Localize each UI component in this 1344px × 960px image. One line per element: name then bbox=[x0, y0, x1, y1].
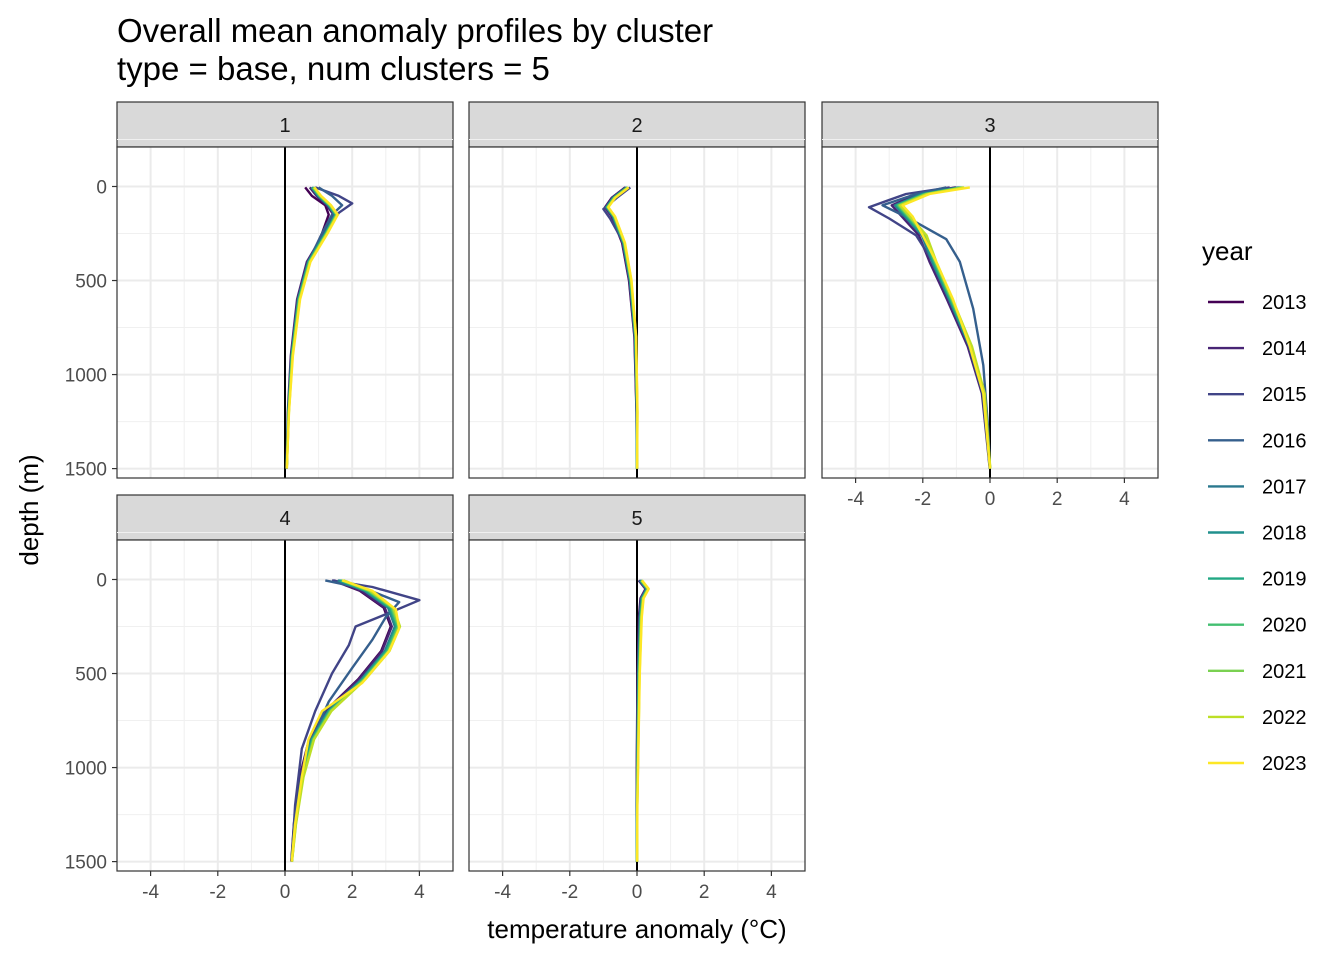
x-tick-label: 2 bbox=[699, 882, 710, 903]
facet-strip-label: 4 bbox=[279, 508, 290, 530]
x-tick-label: 4 bbox=[414, 882, 425, 903]
y-tick-label: 0 bbox=[96, 177, 107, 198]
facet-panel-5: 5 -4 -2 0 2 4 bbox=[468, 494, 806, 903]
y-tick-label: 1500 bbox=[65, 853, 107, 874]
y-tick-label: 1000 bbox=[65, 366, 107, 387]
facet-panel-3: 3 -4 -2 0 2 4 bbox=[821, 101, 1159, 510]
profile-line-3-2023 bbox=[901, 186, 992, 469]
profile-line-3-2016 bbox=[881, 186, 992, 469]
facet-strip-label: 5 bbox=[631, 508, 642, 530]
x-axis-title: temperature anomaly (°C) bbox=[487, 914, 786, 944]
legend-label-2019: 2019 bbox=[1262, 569, 1307, 591]
x-tick-label: 4 bbox=[766, 882, 777, 903]
x-tick-label: 4 bbox=[1119, 489, 1130, 510]
y-tick-label: 1500 bbox=[65, 460, 107, 481]
x-tick-label: -2 bbox=[914, 489, 931, 510]
panel-border bbox=[116, 146, 454, 479]
facet-strip-label: 3 bbox=[984, 115, 995, 137]
legend-label-2023: 2023 bbox=[1262, 753, 1307, 775]
panel-border bbox=[468, 146, 806, 479]
chart-title: Overall mean anomaly profiles by cluster bbox=[117, 12, 713, 49]
legend-label-2018: 2018 bbox=[1262, 523, 1307, 545]
y-axis-title: depth (m) bbox=[14, 454, 44, 565]
profile-line-4-2015 bbox=[290, 579, 421, 862]
x-tick-label: -4 bbox=[847, 489, 864, 510]
legend-label-2022: 2022 bbox=[1262, 707, 1307, 729]
legend-label-2017: 2017 bbox=[1262, 476, 1307, 498]
x-tick-label: 0 bbox=[632, 882, 643, 903]
x-tick-label: -2 bbox=[561, 882, 578, 903]
x-tick-label: 0 bbox=[280, 882, 291, 903]
x-tick-label: -2 bbox=[209, 882, 226, 903]
x-tick-label: -4 bbox=[142, 882, 159, 903]
x-tick-label: 2 bbox=[347, 882, 358, 903]
x-tick-label: 2 bbox=[1052, 489, 1063, 510]
profile-line-4-2023 bbox=[290, 579, 401, 862]
legend-label-2014: 2014 bbox=[1262, 338, 1307, 360]
profile-line-2-2023 bbox=[607, 186, 639, 469]
legend-title: year bbox=[1202, 236, 1253, 266]
facet-strip-label: 2 bbox=[631, 115, 642, 137]
legend-label-2016: 2016 bbox=[1262, 430, 1307, 452]
x-tick-label: -4 bbox=[494, 882, 511, 903]
legend-label-2015: 2015 bbox=[1262, 384, 1307, 406]
facet-strip-label: 1 bbox=[279, 115, 290, 137]
facet-panel-1: 1 0 500 1000 1500 bbox=[65, 101, 454, 481]
facet-panels: 1 0 500 1000 1500 2 3 -4 -2 0 2 4 4 0 500 1000 1500 -4 -2 0… bbox=[65, 101, 1159, 903]
x-tick-label: 0 bbox=[985, 489, 996, 510]
y-tick-label: 1000 bbox=[65, 759, 107, 780]
chart-subtitle: type = base, num clusters = 5 bbox=[117, 50, 550, 87]
legend-label-2013: 2013 bbox=[1262, 292, 1307, 314]
y-tick-label: 500 bbox=[75, 665, 107, 686]
profile-line-1-2023 bbox=[285, 186, 339, 469]
facet-panel-2: 2 bbox=[468, 101, 806, 479]
profile-line-5-2023 bbox=[635, 579, 650, 862]
legend-label-2021: 2021 bbox=[1262, 661, 1307, 683]
y-tick-label: 500 bbox=[75, 272, 107, 293]
legend: year 2013 2014 2015 2016 2017 2018 2019 2020 202… bbox=[1202, 236, 1307, 775]
facet-panel-4: 4 0 500 1000 1500 -4 -2 0 2 4 bbox=[65, 494, 454, 903]
y-tick-label: 0 bbox=[96, 570, 107, 591]
legend-label-2020: 2020 bbox=[1262, 615, 1307, 637]
